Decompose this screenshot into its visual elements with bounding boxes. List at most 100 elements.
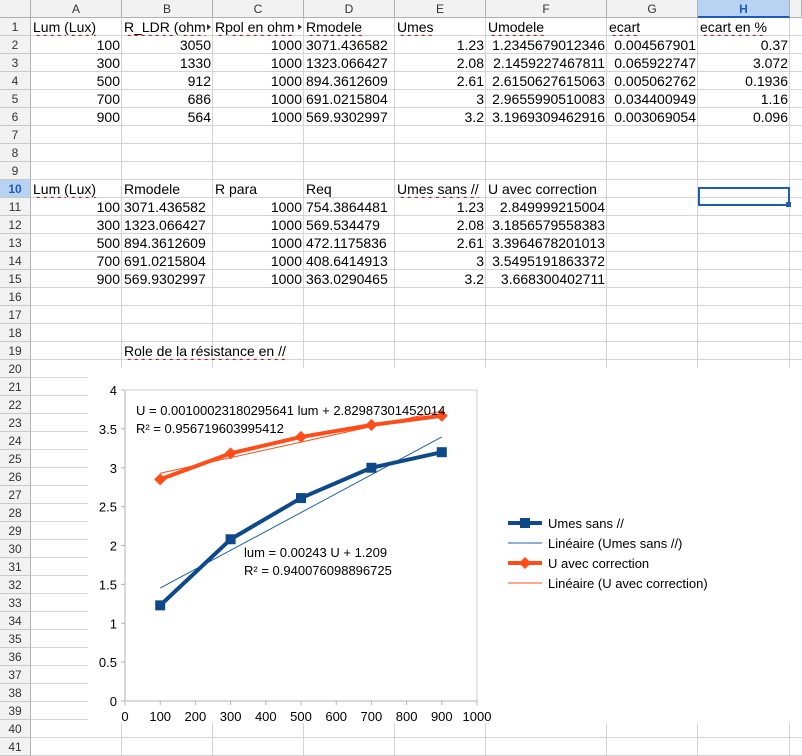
header-cell[interactable]: Rmodele [122,180,213,198]
row-header-25[interactable]: 25 [0,450,31,468]
row-header-17[interactable]: 17 [0,306,31,324]
row-header-1[interactable]: 1 [0,18,31,36]
data-point-diamond[interactable] [435,409,448,422]
row-header-35[interactable]: 35 [0,630,31,648]
data-cell[interactable]: 1.2345679012346 [492,37,605,53]
data-cell[interactable]: 3.072 [752,55,788,71]
row-header-4[interactable]: 4 [0,72,31,90]
row-header-37[interactable]: 37 [0,666,31,684]
row-header-9[interactable]: 9 [0,162,31,180]
data-point-diamond[interactable] [154,473,167,486]
row-header-21[interactable]: 21 [0,378,31,396]
row-header-13[interactable]: 13 [0,234,31,252]
data-cell[interactable]: 3.2 [464,271,484,287]
legend-label[interactable]: Linéaire (U avec correction) [548,576,708,591]
row-header-3[interactable]: 3 [0,54,31,72]
header-cell[interactable]: Umodele [486,18,607,36]
row-header-40[interactable]: 40 [0,720,31,738]
row-header-28[interactable]: 28 [0,504,31,522]
header-cell[interactable]: Req [304,180,395,198]
row-header-5[interactable]: 5 [0,90,31,108]
line-chart[interactable]: 0 0.5 1 1.5 2 2.5 3 3.5 4 0 100 200 300 400 500 600 700 8… [88,368,802,723]
row-header-36[interactable]: 36 [0,648,31,666]
data-cell[interactable]: 1000 [270,73,302,89]
row-header-19[interactable]: 19 [0,342,31,360]
data-cell[interactable]: 3.5495191863372 [492,253,605,269]
row-header-6[interactable]: 6 [0,108,31,126]
column-header-a[interactable]: A [31,0,122,18]
legend-label[interactable]: U avec correction [548,556,649,571]
row-header-22[interactable]: 22 [0,396,31,414]
data-cell[interactable]: 1000 [270,55,302,71]
row-header-33[interactable]: 33 [0,594,31,612]
data-point-square[interactable] [436,447,447,458]
legend-label[interactable]: Umes sans // [548,516,624,531]
row-header-34[interactable]: 34 [0,612,31,630]
data-cell[interactable]: 700 [96,91,120,107]
row-header-7[interactable]: 7 [0,126,31,144]
row-header-29[interactable]: 29 [0,522,31,540]
data-cell[interactable]: 1323.066427 [124,217,206,233]
row-header-31[interactable]: 31 [0,558,31,576]
header-cell[interactable]: Rpol en ohm [213,18,304,36]
data-point-diamond[interactable] [365,419,378,432]
data-cell[interactable]: 564 [187,109,211,125]
data-cell[interactable]: 2.08 [456,55,484,71]
data-cell[interactable]: 1000 [270,271,302,287]
row-header-8[interactable]: 8 [0,144,31,162]
header-cell[interactable]: Umes [395,18,486,36]
data-cell[interactable]: 408.6414913 [306,253,388,269]
data-cell[interactable]: 1330 [179,55,211,71]
data-cell[interactable]: 1000 [270,253,302,269]
data-cell[interactable]: 3050 [179,37,211,53]
header-cell[interactable]: ecart en % [698,18,790,36]
data-cell[interactable]: 300 [96,217,120,233]
data-cell[interactable]: 1000 [270,235,302,251]
row-header-30[interactable]: 30 [0,540,31,558]
data-point-diamond[interactable] [295,430,307,443]
header-cell[interactable]: ecart [607,18,698,36]
data-cell[interactable]: 0.096 [752,109,788,125]
fill-handle[interactable] [786,202,791,207]
data-cell[interactable]: 894.3612609 [306,73,388,89]
data-cell[interactable]: 691.0215804 [124,253,206,269]
row-header-23[interactable]: 23 [0,414,31,432]
data-cell[interactable]: 569.9302997 [124,271,206,287]
data-cell[interactable]: 2.1459227467811 [493,55,605,71]
data-cell[interactable]: 0.034400949 [614,91,696,107]
header-cell[interactable]: Lum (Lux) [31,180,122,198]
data-cell[interactable]: 1000 [270,217,302,233]
data-cell[interactable]: 2.849999215004 [499,199,605,215]
data-cell[interactable]: 3071.436582 [306,37,388,53]
data-cell[interactable]: 3 [476,253,484,269]
data-cell[interactable]: 1.16 [760,91,788,107]
data-point-square[interactable] [296,493,306,504]
data-cell[interactable]: 0.004567901 [614,37,696,53]
data-cell[interactable]: 0.1936 [745,73,788,89]
data-cell[interactable]: 3.1969309462916 [492,109,605,125]
data-cell[interactable]: 1323.066427 [306,55,388,71]
header-cell[interactable]: R_LDR (ohm [122,18,213,36]
data-point-diamond[interactable] [224,447,237,460]
row-header-12[interactable]: 12 [0,216,31,234]
data-cell[interactable]: 2.61 [456,235,484,251]
data-cell[interactable]: 912 [187,73,211,89]
data-cell[interactable]: 0.003069054 [614,109,696,125]
data-cell[interactable]: 700 [96,253,120,269]
data-cell[interactable]: 472.1175836 [306,235,387,251]
column-header-g[interactable]: G [607,0,698,18]
data-cell[interactable]: 2.08 [456,217,484,233]
row-header-32[interactable]: 32 [0,576,31,594]
row-header-2[interactable]: 2 [0,36,31,54]
data-cell[interactable]: 3.668300402711 [500,271,605,287]
data-cell[interactable]: 500 [96,73,120,89]
data-cell[interactable]: 2.6150627615063 [492,73,605,89]
data-point-square[interactable] [225,534,236,545]
data-cell[interactable]: 1000 [270,199,302,215]
row-header-15[interactable]: 15 [0,270,31,288]
data-cell[interactable]: 894.3612609 [124,235,206,251]
legend-label[interactable]: Linéaire (Umes sans //) [548,536,682,551]
column-header-b[interactable]: B [122,0,213,18]
select-all-corner[interactable] [0,0,31,18]
data-cell[interactable]: 0.065922747 [614,55,696,71]
